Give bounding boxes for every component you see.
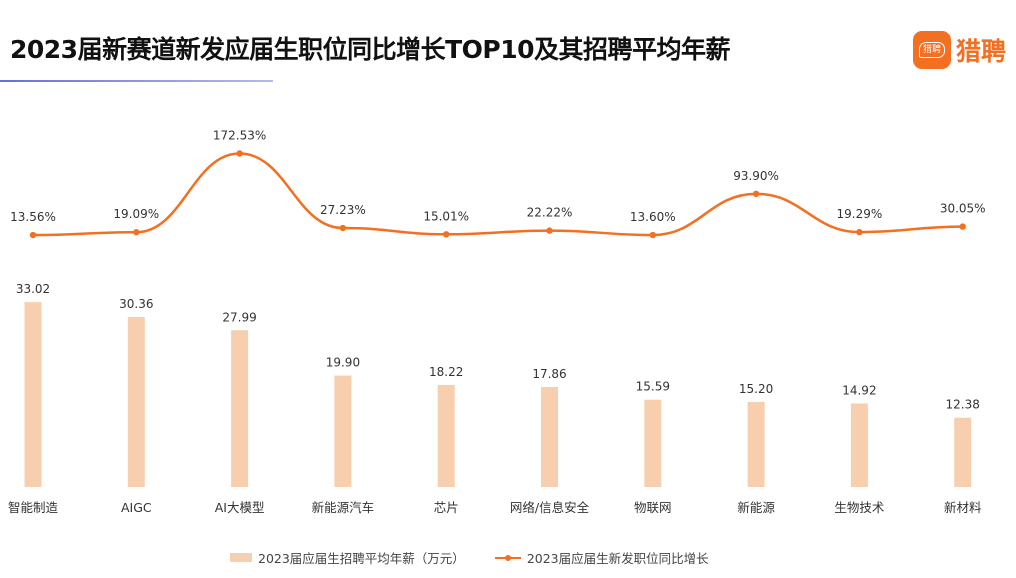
growth-point-5 [443,231,450,238]
growth-point-10 [959,223,966,230]
growth-point-8 [752,190,760,198]
brand-logo: 猎聘 猎聘 [913,30,1006,70]
bar-3 [231,330,249,487]
growth-label-5: 15.01% [423,209,469,223]
bar-9 [850,403,868,487]
legend-label-line: 2023届应届生新发职位同比增长 [526,551,709,566]
page-title: 2023届新赛道新发应届生职位同比增长TOP10及其招聘平均年薪 [10,35,731,64]
legend-item-line: 2023届应届生新发职位同比增长 [494,548,709,567]
title-underline [0,80,273,82]
legend-item-bar: 2023届应届生招聘平均年薪（万元） [230,548,465,567]
bar-8 [747,401,765,487]
bar-6 [541,386,558,487]
category-label-3: AI大模型 [215,500,265,515]
bar-4 [334,375,352,487]
category-label-2: AIGC [121,500,152,515]
bar-label-1: 33.02 [16,282,50,296]
bar-label-5: 18.22 [429,365,463,379]
bar-2 [127,316,145,487]
growth-point-1 [29,231,37,239]
category-label-10: 新材料 [944,500,982,515]
growth-label-8: 93.90% [733,169,779,183]
growth-label-3: 172.53% [213,128,266,142]
legend-label-bar: 2023届应届生招聘平均年薪（万元） [258,551,465,566]
chart-legend: 2023届应届生招聘平均年薪（万元） 2023届应届生新发职位同比增长 [230,548,739,567]
bar-label-4: 19.90 [326,356,360,370]
bar-label-6: 17.86 [532,367,566,381]
growth-label-10: 30.05% [940,202,986,216]
logo-badge-text: 猎聘 [918,42,945,58]
growth-point-4 [339,224,347,232]
growth-point-9 [856,228,863,236]
growth-label-9: 19.29% [837,207,883,221]
growth-label-2: 19.09% [113,207,159,221]
bar-10 [954,417,972,487]
category-label-5: 芯片 [434,500,459,515]
category-label-7: 物联网 [634,500,672,515]
growth-label-4: 27.23% [320,203,366,217]
growth-label-1: 13.56% [10,210,56,224]
category-label-9: 生物技术 [834,500,885,515]
bar-label-10: 12.38 [946,398,980,412]
logo-text: 猎聘 [956,37,1007,66]
growth-point-6 [546,227,553,234]
growth-label-7: 13.60% [630,210,676,224]
bar-label-9: 14.92 [842,383,876,397]
bar-label-8: 15.20 [739,382,773,396]
category-label-8: 新能源 [737,500,775,515]
growth-label-6: 22.22% [527,206,573,220]
category-label-6: 网络/信息安全 [510,500,590,515]
bar-label-3: 27.99 [222,310,256,324]
bar-5 [437,384,455,487]
bar-7 [644,399,662,487]
growth-line [32,152,963,237]
legend-swatch-line [494,554,521,561]
growth-point-7 [649,231,656,239]
legend-swatch-bar [230,553,252,562]
category-label-1: 智能制造 [8,500,59,515]
bar-label-7: 15.59 [636,380,670,394]
growth-point-3 [236,150,243,157]
bar-1 [24,302,42,487]
category-label-4: 新能源汽车 [312,500,375,515]
growth-point-2 [133,229,140,236]
logo-icon: 猎聘 [913,31,951,69]
bar-label-2: 30.36 [119,297,153,311]
